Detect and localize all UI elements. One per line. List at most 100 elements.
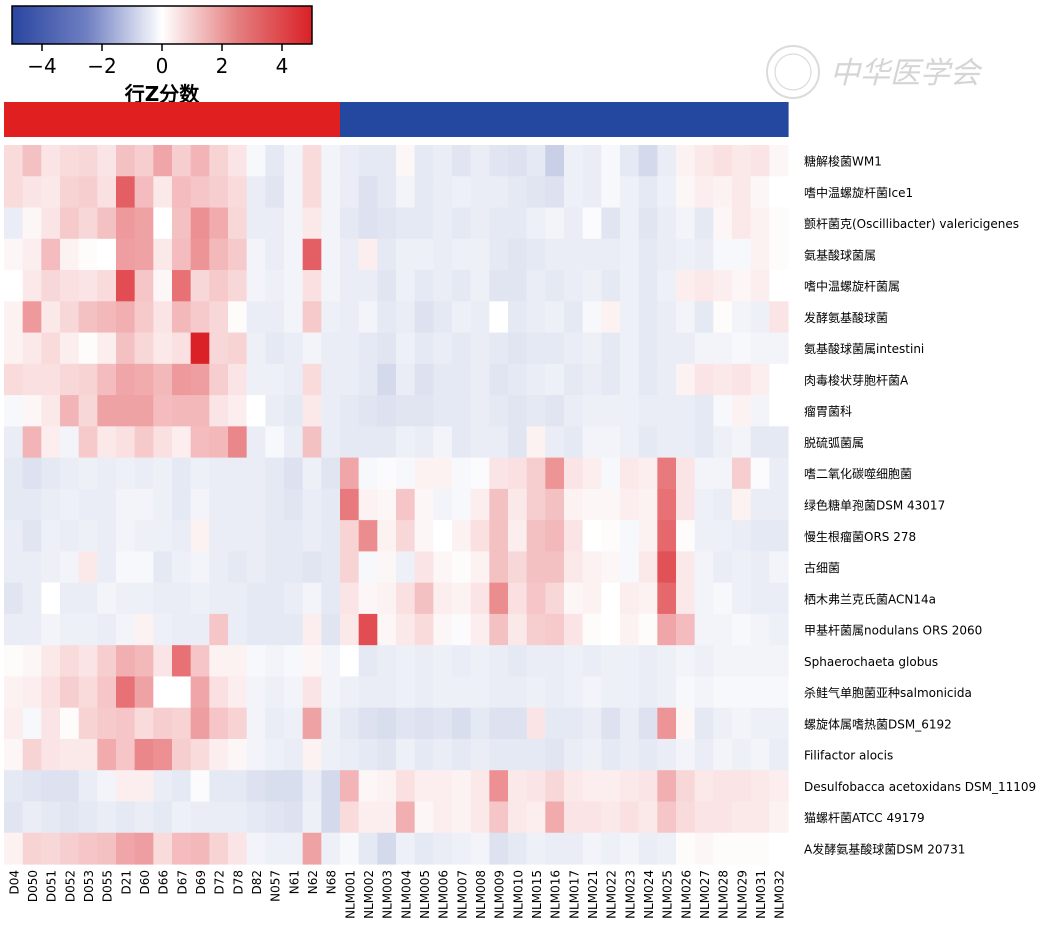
heatmap-cell — [209, 707, 229, 740]
heatmap-cell — [713, 207, 733, 240]
heatmap-cell — [713, 238, 733, 271]
heatmap-cell — [172, 363, 192, 396]
heatmap-cell — [508, 332, 528, 365]
heatmap-cell — [377, 582, 397, 615]
heatmap-cell — [694, 738, 714, 771]
heatmap-cell — [414, 457, 434, 490]
heatmap-cell — [638, 301, 658, 334]
heatmap-cell — [433, 832, 453, 865]
heatmap-cell — [340, 613, 360, 646]
row-label: 嗜中温螺旋杆菌Ice1 — [804, 185, 913, 200]
heatmap-cell — [694, 520, 714, 552]
heatmap-cell — [190, 332, 210, 365]
heatmap-cell — [433, 520, 453, 552]
group-cell-N62 — [302, 102, 322, 137]
heatmap-cell — [190, 551, 210, 584]
heatmap-cell — [321, 363, 341, 396]
heatmap-cell — [134, 707, 154, 740]
group-cell-NLM023 — [620, 102, 640, 137]
column-label: NLM021 — [586, 870, 600, 919]
heatmap-cell — [246, 801, 266, 834]
heatmap-cell — [564, 301, 584, 334]
heatmap-cell — [284, 738, 304, 771]
heatmap-cell — [732, 832, 752, 865]
heatmap-cell — [41, 801, 61, 834]
heatmap-cell — [414, 770, 434, 803]
heatmap-cell — [78, 613, 98, 646]
heatmap-cell — [60, 207, 80, 240]
heatmap-cell — [246, 645, 266, 678]
heatmap-cell — [750, 832, 770, 865]
heatmap-cell — [713, 176, 733, 209]
heatmap-cell — [22, 145, 42, 177]
heatmap-cell — [228, 145, 248, 177]
heatmap-cell — [396, 645, 416, 678]
heatmap-cell — [620, 145, 640, 177]
row-label: 猫螺杆菌ATCC 49179 — [804, 811, 925, 825]
heatmap-cell — [601, 801, 621, 834]
heatmap-cell — [284, 676, 304, 709]
heatmap-cell — [713, 270, 733, 302]
heatmap-cell — [601, 520, 621, 552]
heatmap-cell — [284, 613, 304, 646]
heatmap-cell — [4, 332, 24, 365]
heatmap-cell — [732, 645, 752, 678]
heatmap-cell — [750, 488, 770, 521]
heatmap-cell — [340, 270, 360, 302]
heatmap-cell — [265, 645, 285, 678]
heatmap-cell — [526, 145, 546, 177]
heatmap-cell — [321, 395, 341, 427]
heatmap-cell — [41, 676, 61, 709]
heatmap-cell — [694, 645, 714, 678]
heatmap-cell — [564, 582, 584, 615]
heatmap-cell — [545, 613, 565, 646]
heatmap-cell — [22, 332, 42, 365]
heatmap-cell — [134, 645, 154, 678]
heatmap-cell — [172, 676, 192, 709]
heatmap-cell — [358, 707, 378, 740]
row-label: 颤杆菌克(Oscillibacter) valericigenes — [804, 217, 1019, 231]
heatmap-cell — [769, 301, 789, 334]
heatmap-cell — [396, 457, 416, 490]
heatmap-cell — [545, 238, 565, 271]
heatmap-cell — [4, 551, 24, 584]
group-cell-D72 — [209, 102, 229, 137]
heatmap-cell — [694, 551, 714, 584]
heatmap-cell — [564, 738, 584, 771]
heatmap-cell — [41, 645, 61, 678]
row-label: 糖解梭菌WM1 — [804, 154, 882, 169]
group-cell-D69 — [190, 102, 210, 137]
heatmap-cell — [545, 832, 565, 865]
heatmap-cell — [508, 645, 528, 678]
heatmap-cell — [489, 707, 509, 740]
heatmap-cell — [638, 207, 658, 240]
group-cell-NLM021 — [582, 102, 602, 137]
heatmap-cell — [246, 613, 266, 646]
heatmap-cell — [489, 207, 509, 240]
heatmap-cell — [41, 332, 61, 365]
heatmap-cell — [676, 801, 696, 834]
heatmap-cell — [97, 676, 117, 709]
color-key-tick-label: 0 — [156, 54, 169, 78]
heatmap-cell — [676, 395, 696, 427]
heatmap-cell — [284, 238, 304, 271]
heatmap-cell — [582, 301, 602, 334]
heatmap-cell — [470, 613, 490, 646]
heatmap-cell — [41, 363, 61, 396]
heatmap-cell — [508, 488, 528, 521]
heatmap-cell — [582, 738, 602, 771]
heatmap-cell — [340, 395, 360, 427]
group-cell-NLM006 — [433, 102, 453, 137]
heatmap-cell — [246, 707, 266, 740]
heatmap-cell — [769, 145, 789, 177]
heatmap-cell — [489, 238, 509, 271]
heatmap-cell — [321, 832, 341, 865]
heatmap-cell — [60, 457, 80, 490]
heatmap-cell — [78, 457, 98, 490]
heatmap-cell — [676, 832, 696, 865]
heatmap-cell — [153, 520, 173, 552]
heatmap-cell — [732, 738, 752, 771]
heatmap-cell — [452, 426, 472, 459]
heatmap-cell — [713, 582, 733, 615]
column-label: NLM010 — [511, 870, 525, 919]
